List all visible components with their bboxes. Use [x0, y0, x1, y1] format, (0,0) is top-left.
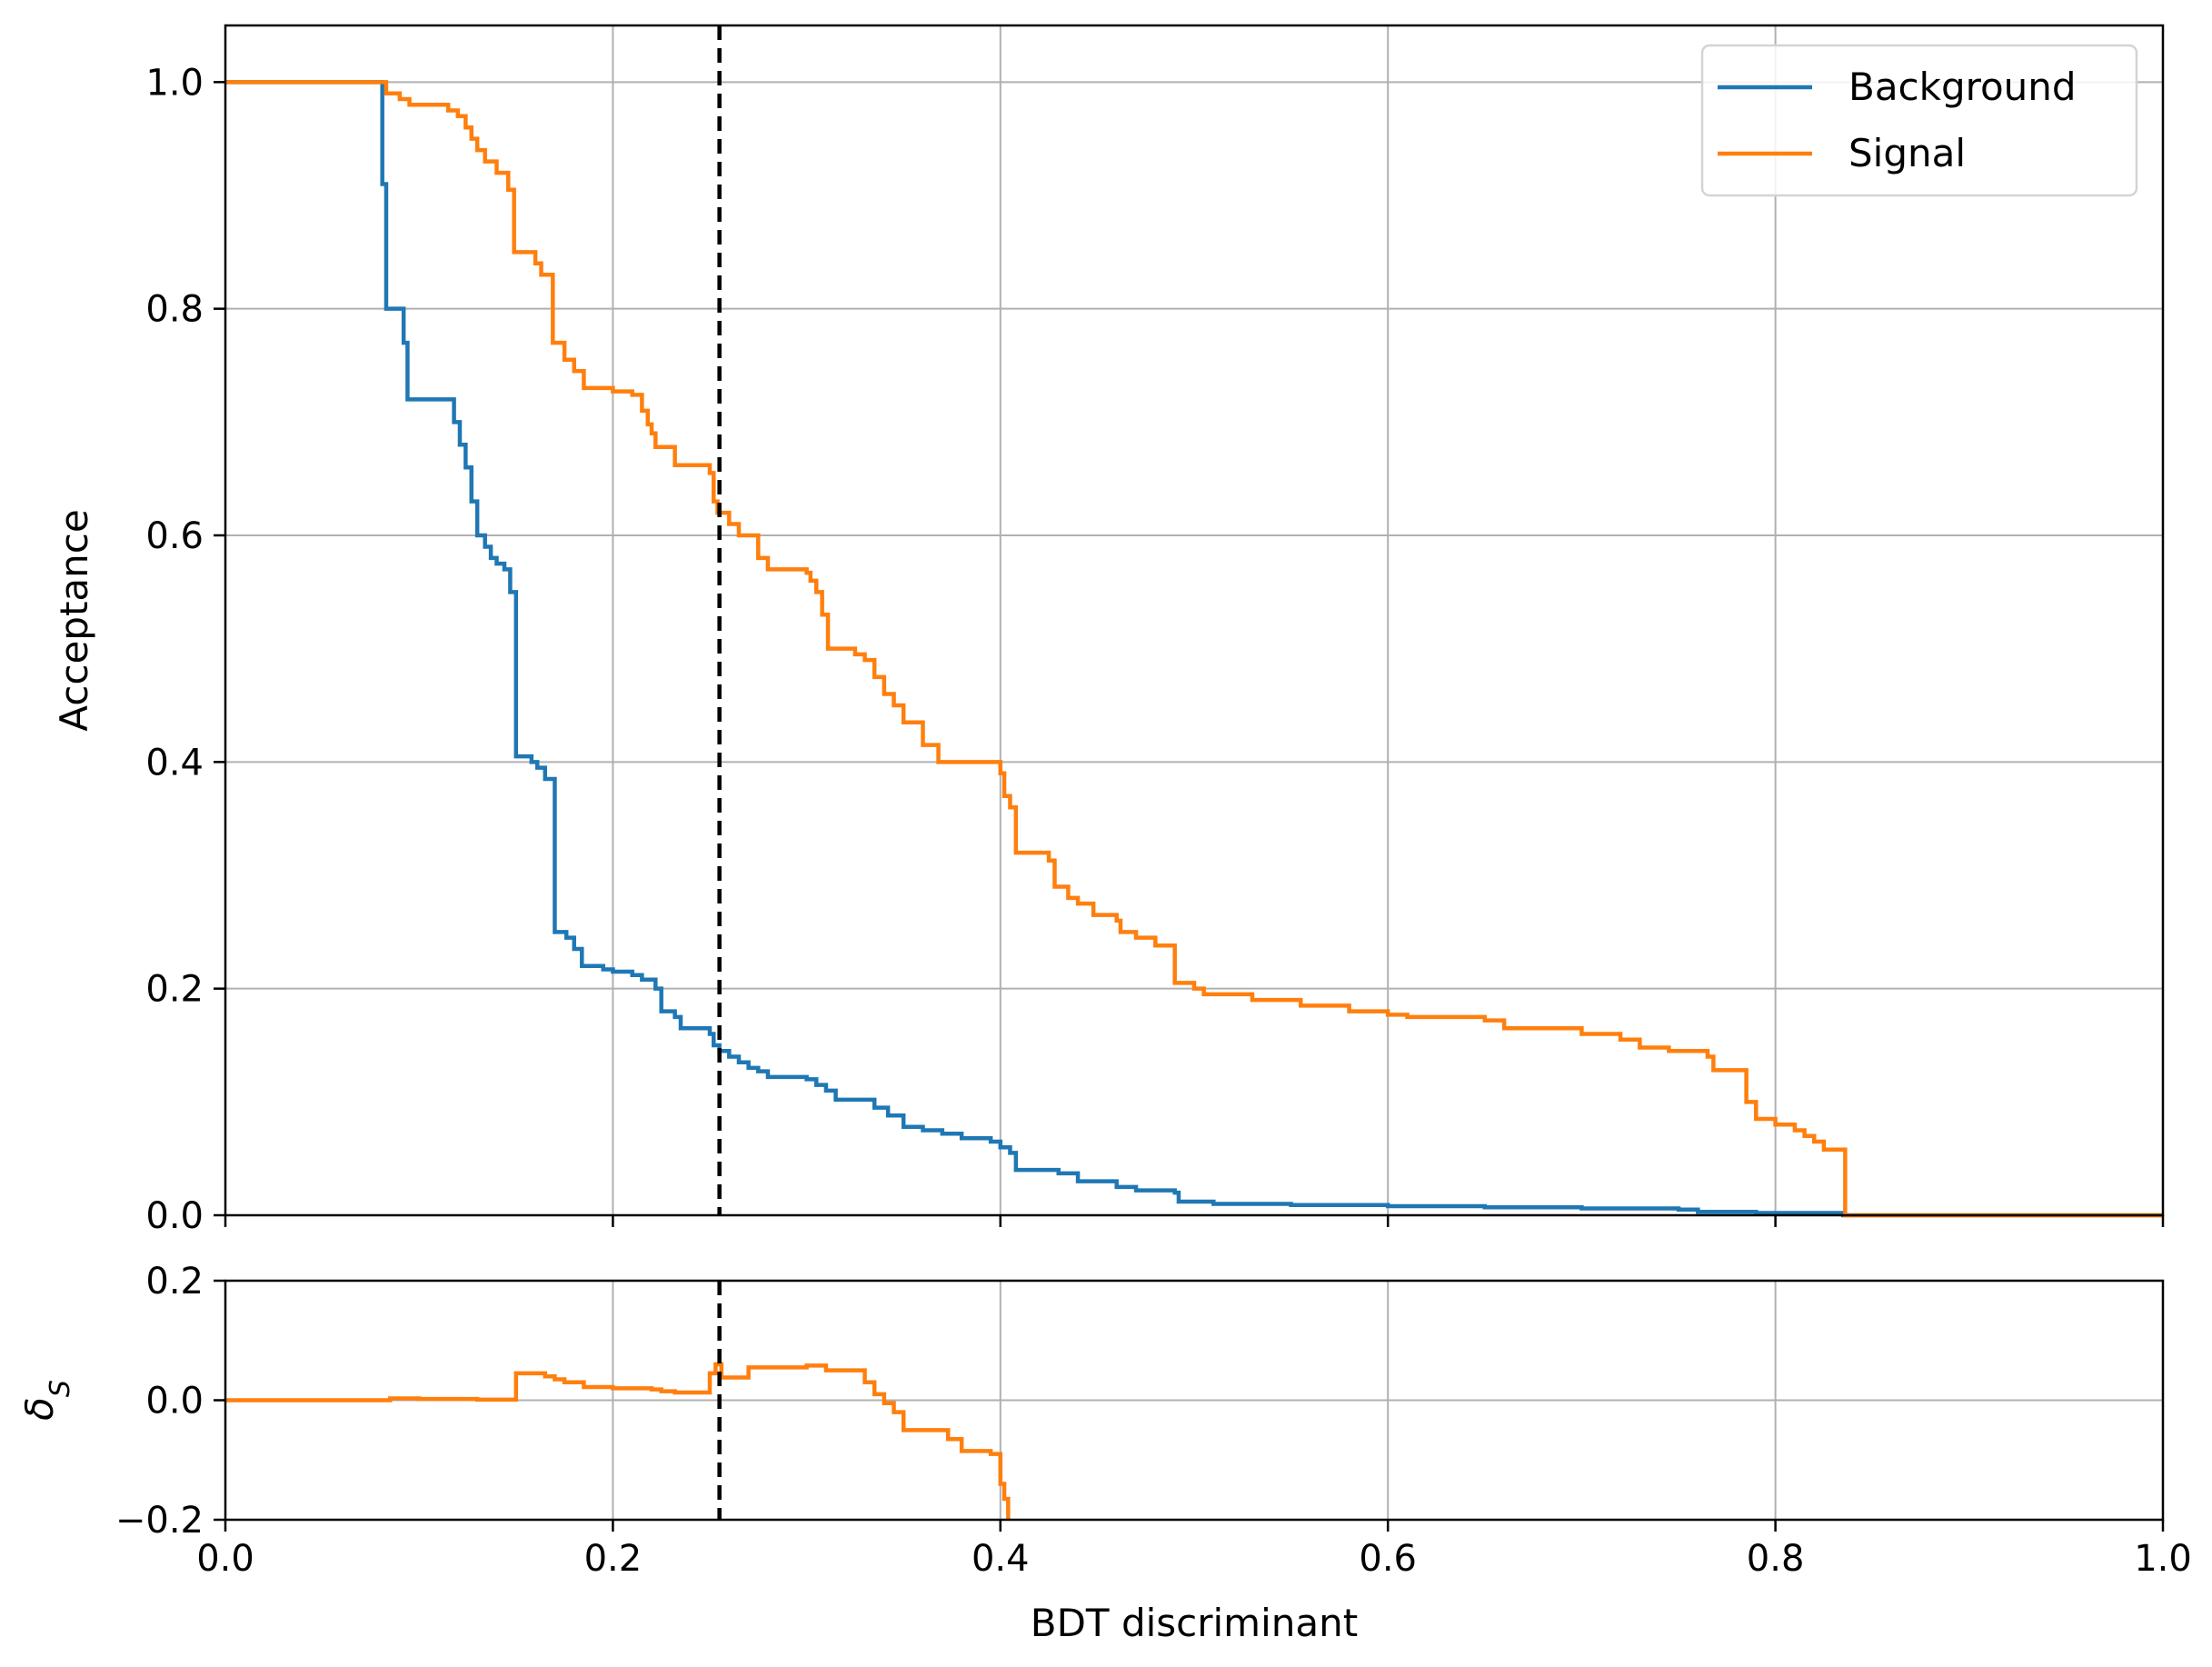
ratio-ticks: 0.0 0.2 0.4 0.6 0.8 1.0−0.20.00.2 [115, 1261, 2192, 1580]
main-panel: 0.0 0.2 0.4 0.6 0.8 1.0 Acceptance Background… [52, 24, 2165, 1237]
x-tick-label-1-0: 1.0 [2134, 1538, 2192, 1580]
x-tick-label-0-2: 0.2 [584, 1538, 643, 1580]
y-axis-label-subscript: S [45, 1380, 76, 1397]
series-line-signal [225, 80, 2163, 1218]
y-axis-label-delta-s: δS [17, 1380, 76, 1421]
ratio-series [225, 1362, 1011, 1520]
y-axis-label-delta: δ [17, 1397, 62, 1421]
legend-label-background: Background [1848, 65, 2077, 109]
legend-label-signal: Signal [1848, 131, 1966, 175]
x-axis-label-bdt-discriminant: BDT discriminant [1031, 1601, 1358, 1645]
legend-box [1700, 44, 2138, 197]
x-tick-label-0-4: 0.4 [971, 1538, 1030, 1580]
x-tick-label-0-8: 0.8 [1747, 1538, 1805, 1580]
y-tick-label-0-0: 0.0 [145, 1195, 204, 1237]
main-ticks: 0.0 0.2 0.4 0.6 0.8 1.0 [145, 62, 2165, 1237]
main-series [225, 80, 2163, 1218]
main-plot-frame [224, 24, 2165, 1217]
y-tick-label-0-6: 0.6 [145, 515, 204, 557]
y-tick-label-1-0: 1.0 [145, 62, 204, 104]
y-tick-label-0-0: 0.0 [145, 1381, 204, 1422]
legend: Background Signal [1700, 44, 2138, 197]
x-tick-label-0-0: 0.0 [196, 1538, 254, 1580]
y-tick-label-0-2: 0.2 [145, 969, 204, 1011]
series-line-background [225, 80, 2163, 1218]
y-tick-label-0-2: 0.2 [145, 1261, 204, 1303]
y-tick-label-0-4: 0.4 [145, 742, 204, 784]
y-tick-label-0-2: −0.2 [115, 1500, 204, 1542]
x-tick-label-0-6: 0.6 [1359, 1538, 1417, 1580]
y-axis-label-acceptance: Acceptance [52, 509, 96, 731]
series-line-series-0 [225, 1362, 1011, 1520]
y-tick-label-0-8: 0.8 [145, 289, 204, 331]
ratio-panel: 0.0 0.2 0.4 0.6 0.8 1.0−0.20.00.2 δS BDT disc… [17, 1261, 2192, 1645]
